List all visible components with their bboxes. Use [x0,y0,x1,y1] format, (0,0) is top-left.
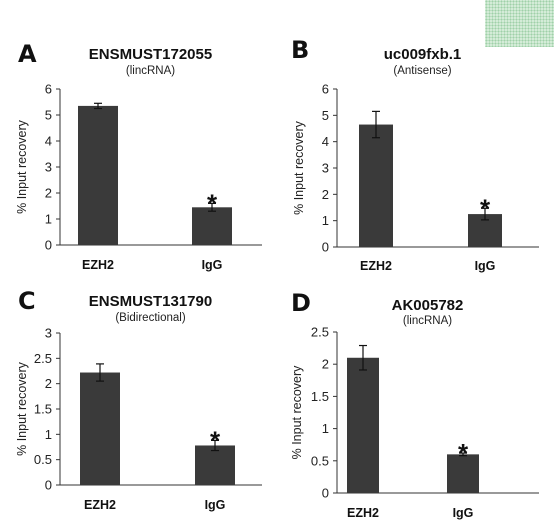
corner-pattern-box [485,0,554,47]
y-tick-label: 4 [45,134,52,149]
bar-igg [195,445,235,485]
chart-subtitle: (Bidirectional) [115,312,186,324]
y-tick-label: 1 [322,213,329,228]
y-tick-label: 2.5 [311,325,329,340]
y-tick-label: 2 [322,357,329,372]
panel-label: B [291,36,310,64]
chart-title: AK005782 [391,297,464,314]
chart-plot: 0 1 2 3 4 5 6 % Input recovery EZH2 * IgG [292,82,539,273]
panel-label: D [291,289,311,317]
y-tick-label: 2.5 [34,351,52,366]
y-tick-label: 2 [322,187,329,202]
y-axis-label: % Input recovery [290,365,304,460]
y-tick-label: 5 [45,108,52,123]
y-axis-label: % Input recovery [292,120,306,215]
x-category-label: IgG [453,506,474,520]
y-tick-label: 1 [322,421,329,436]
y-tick-label: 3 [45,326,52,341]
y-axis-label: % Input recovery [15,361,29,456]
y-tick-label: 0 [322,486,329,501]
bar-igg [447,454,479,493]
y-tick-label: 1.5 [311,389,329,404]
x-category-label: IgG [475,259,496,273]
bar-ezh2 [359,124,393,247]
y-tick-label: 1 [45,212,52,227]
y-tick-label: 6 [45,82,52,97]
y-tick-label: 0 [45,478,52,493]
x-category-label: IgG [205,498,226,512]
y-tick-label: 0.5 [34,452,52,467]
y-tick-label: 1.5 [34,402,52,417]
panel-label: A [18,40,37,68]
chart-plot: 0 1 2 3 4 5 6 % Input recovery EZH2 * IgG [15,82,262,272]
chart-subtitle: (Antisense) [393,65,452,77]
chart-panel-d: D AK005782 (lincRNA) 0 0.5 1 1.5 2 2.5 % Input… [277,263,554,526]
y-tick-label: 2 [45,186,52,201]
chart-plot: 0 0.5 1 1.5 2 2.5 % Input recovery EZH2 * IgG [290,325,539,520]
y-tick-label: 3 [322,161,329,176]
x-category-label: EZH2 [360,259,392,273]
significance-marker: * [480,193,491,223]
significance-marker: * [458,438,469,468]
bar-igg [192,207,232,245]
chart-title: uc009fxb.1 [383,46,462,63]
y-tick-label: 6 [322,82,329,97]
y-tick-label: 2 [45,376,52,391]
x-category-label: EZH2 [84,498,116,512]
bar-ezh2 [78,105,118,246]
panel-label: C [18,287,36,315]
bar-ezh2 [80,372,120,485]
bar-ezh2 [347,357,379,493]
y-tick-label: 5 [322,108,329,123]
y-axis-label: % Input recovery [15,119,29,214]
significance-marker: * [207,188,218,218]
y-tick-label: 1 [45,427,52,442]
chart-panel-a: A ENSMUST172055 (lincRNA) 0 1 2 3 4 5 6 % Input… [0,0,277,272]
chart-panel-b: B uc009fxb.1 (Antisense) 0 1 2 3 4 5 6 % Input … [277,0,554,273]
chart-title: ENSMUST172055 [88,46,213,63]
y-tick-label: 0.5 [311,453,329,468]
y-tick-label: 0 [45,238,52,253]
significance-marker: * [210,425,221,455]
chart-panel-c: C ENSMUST131790 (Bidirectional) 0 0.5 1 1.5… [0,263,277,526]
y-tick-label: 4 [322,134,329,149]
y-tick-label: 0 [322,240,329,255]
x-category-label: IgG [202,258,223,272]
x-category-label: EZH2 [82,258,114,272]
chart-subtitle: (lincRNA) [402,315,453,327]
chart-title: ENSMUST131790 [88,293,213,310]
y-tick-label: 3 [45,160,52,175]
chart-subtitle: (lincRNA) [125,65,176,77]
x-category-label: EZH2 [347,506,379,520]
chart-plot: 0 0.5 1 1.5 2 2.5 3 % Input recovery EZH2 * IgG [15,326,262,512]
